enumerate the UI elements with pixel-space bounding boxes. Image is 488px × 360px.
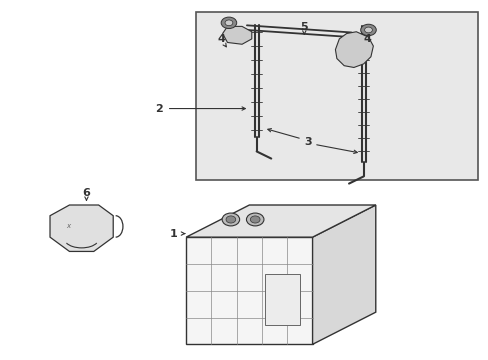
Polygon shape [335, 32, 372, 67]
Text: 4: 4 [363, 34, 371, 44]
Text: 4: 4 [217, 34, 224, 44]
Circle shape [364, 27, 372, 33]
Text: 1: 1 [170, 229, 178, 239]
Text: 5: 5 [300, 22, 307, 32]
Circle shape [222, 213, 239, 226]
Circle shape [224, 20, 232, 26]
Text: x: x [66, 224, 70, 229]
Polygon shape [50, 205, 113, 251]
Text: 3: 3 [303, 138, 311, 148]
Circle shape [250, 216, 260, 223]
Text: 6: 6 [82, 188, 90, 198]
Circle shape [221, 17, 236, 28]
Circle shape [246, 213, 264, 226]
Circle shape [360, 24, 375, 36]
Text: 2: 2 [155, 104, 163, 113]
Polygon shape [222, 26, 251, 44]
Polygon shape [186, 205, 375, 237]
Polygon shape [312, 205, 375, 344]
Circle shape [225, 216, 235, 223]
Polygon shape [186, 237, 312, 344]
Bar [264, 274, 299, 325]
Bar [196, 12, 477, 180]
